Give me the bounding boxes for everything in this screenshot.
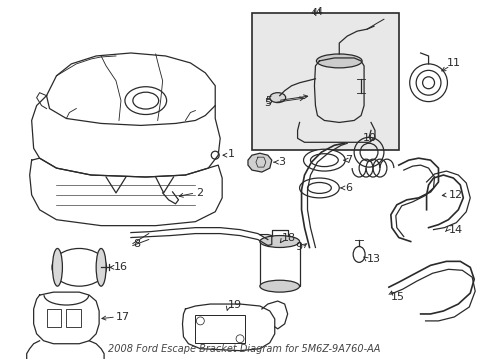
Text: 7: 7: [345, 155, 352, 165]
Ellipse shape: [96, 248, 106, 286]
Ellipse shape: [52, 248, 106, 286]
Text: 3: 3: [277, 157, 284, 167]
Text: 4: 4: [315, 7, 322, 17]
Ellipse shape: [299, 178, 339, 198]
Bar: [259, 242, 299, 286]
Text: 6: 6: [345, 183, 351, 193]
Text: 8: 8: [133, 239, 140, 249]
Text: 2: 2: [196, 188, 203, 198]
Text: 1: 1: [228, 149, 235, 159]
Text: 5: 5: [264, 96, 271, 105]
Text: 9: 9: [295, 243, 302, 252]
Ellipse shape: [310, 154, 338, 167]
Text: 10: 10: [362, 133, 376, 143]
Ellipse shape: [259, 235, 299, 247]
Text: 13: 13: [366, 255, 380, 264]
Bar: [251, 13, 398, 150]
Ellipse shape: [269, 93, 285, 103]
Text: 14: 14: [447, 225, 462, 235]
Ellipse shape: [352, 247, 365, 262]
Ellipse shape: [307, 183, 331, 193]
Text: 16: 16: [114, 262, 128, 272]
Ellipse shape: [259, 280, 299, 292]
Bar: [195, 315, 244, 343]
Text: 15: 15: [390, 292, 404, 302]
Bar: [46, 309, 61, 327]
Text: 11: 11: [446, 58, 460, 68]
Text: 17: 17: [116, 312, 130, 322]
Text: 18: 18: [281, 233, 295, 243]
Text: 4: 4: [310, 8, 317, 18]
Circle shape: [211, 151, 219, 159]
Polygon shape: [247, 153, 271, 172]
Text: 12: 12: [447, 190, 462, 200]
Ellipse shape: [316, 54, 361, 68]
Ellipse shape: [52, 248, 62, 286]
Text: 19: 19: [228, 300, 242, 310]
Bar: [66, 309, 81, 327]
Text: 2008 Ford Escape Bracket Diagram for 5M6Z-9A760-AA: 2008 Ford Escape Bracket Diagram for 5M6…: [107, 344, 379, 354]
Text: 5: 5: [264, 98, 270, 108]
Ellipse shape: [303, 149, 345, 171]
